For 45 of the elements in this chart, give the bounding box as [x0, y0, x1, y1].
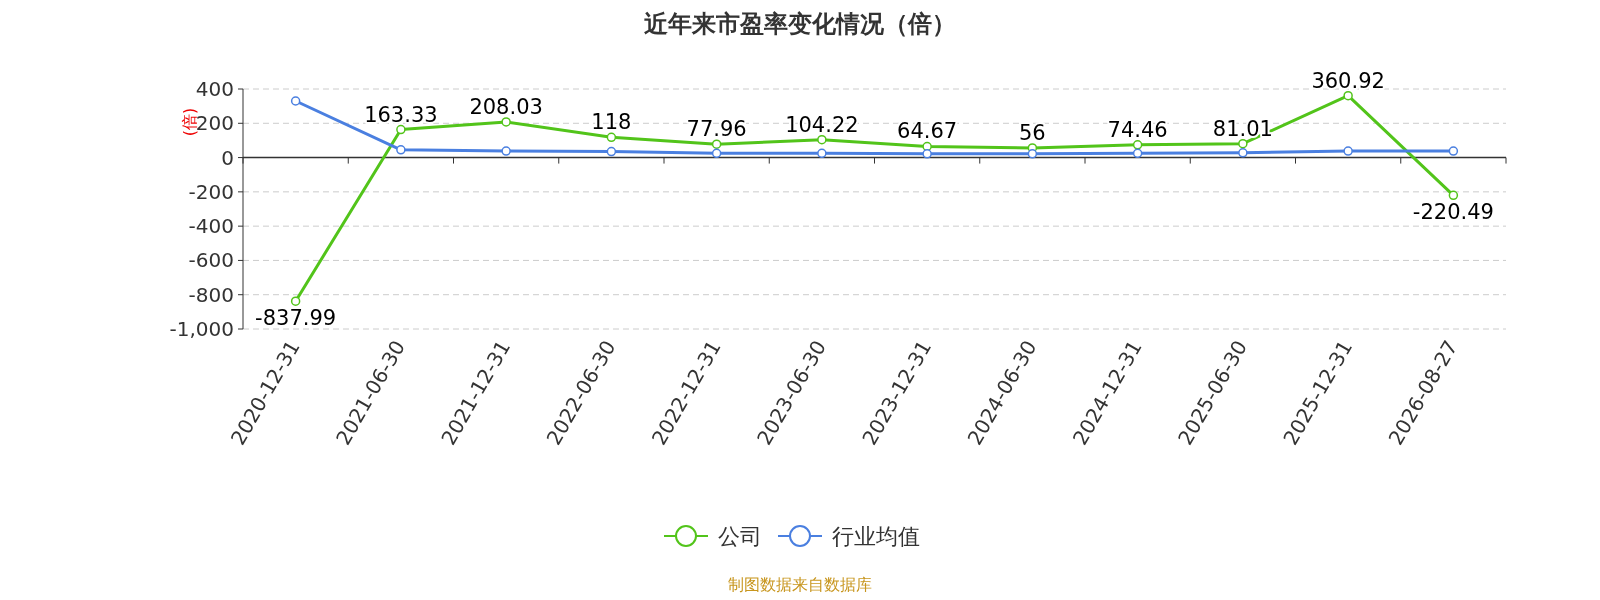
- data-label: 77.96: [686, 117, 747, 142]
- point: [922, 149, 932, 159]
- point: [1132, 140, 1143, 150]
- data-label: 64.67: [897, 119, 958, 144]
- point: [396, 124, 406, 135]
- point: [711, 148, 722, 159]
- point: [606, 146, 617, 157]
- data-label: -837.99: [255, 306, 337, 331]
- point: [501, 146, 511, 156]
- y-tick-label: -1,000: [169, 317, 234, 341]
- point: [1027, 149, 1038, 159]
- data-label: 360.92: [1311, 68, 1385, 93]
- point: [290, 296, 301, 306]
- point: [1238, 148, 1248, 158]
- point: [817, 134, 827, 145]
- point: [501, 117, 511, 127]
- data-label: 56: [1019, 120, 1046, 145]
- point: [1343, 90, 1353, 101]
- y-tick-label: -400: [188, 214, 234, 239]
- point: [1343, 146, 1353, 156]
- point: [396, 145, 406, 155]
- point: [290, 96, 301, 106]
- legend-label: 公司: [718, 524, 762, 549]
- data-label: 208.03: [469, 94, 543, 119]
- data-label: 74.46: [1107, 117, 1168, 142]
- data-label: 163.33: [364, 102, 438, 127]
- legend-label: 行业均值: [832, 524, 920, 549]
- text: 制图数据来自数据库: [728, 575, 872, 594]
- data-label: 118: [591, 110, 632, 135]
- y-tick-label: -600: [188, 248, 234, 273]
- point: [1448, 146, 1459, 156]
- data-label: 104.22: [785, 112, 859, 137]
- point: [817, 148, 827, 159]
- y-tick-label: 0: [221, 145, 234, 170]
- y-tick-label: 400: [195, 77, 234, 101]
- y-tick-label: -800: [188, 282, 234, 307]
- data-label: 81.01: [1212, 116, 1273, 141]
- point: [606, 132, 617, 143]
- y-tick-label: -200: [188, 179, 234, 204]
- point: [711, 139, 722, 149]
- point: [1448, 190, 1459, 201]
- point: [1132, 148, 1143, 159]
- chart-title: 近年来市盈率变化情况（倍）: [644, 10, 956, 38]
- data-label: -220.49: [1412, 200, 1494, 225]
- point: [1238, 138, 1248, 149]
